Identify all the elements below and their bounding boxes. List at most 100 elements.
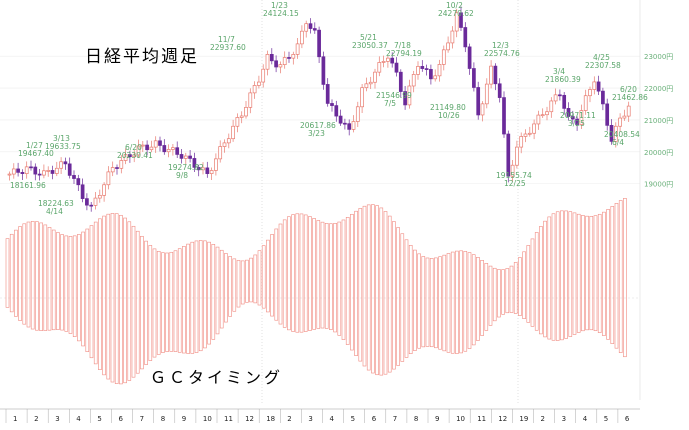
oscillator-bar [446,253,451,353]
oscillator-bar [194,240,199,353]
oscillator-bar [320,221,325,329]
x-tick-label: 18 [266,415,275,423]
candle [480,103,485,116]
candle [300,30,304,45]
candle [295,43,300,55]
oscillator-bar [219,249,224,329]
candle [592,81,597,90]
candle [519,136,524,148]
candle [338,115,343,124]
oscillator-bar [102,215,106,376]
oscillator-bar [127,221,132,381]
oscillator-bar [119,214,123,385]
oscillator-bar [22,223,27,325]
candle [115,167,119,169]
oscillator-bar [576,213,581,333]
oscillator-bar [501,269,505,315]
candle [562,94,567,109]
annotation-date: 5/21 [360,33,377,42]
candle [506,133,511,177]
x-tick-label: 12 [498,415,507,423]
candle [433,75,438,80]
candle [579,110,584,125]
candle [218,146,223,160]
candle [459,12,463,28]
candle [489,65,493,85]
x-tick-label: 9 [435,415,439,423]
candle [502,97,506,135]
oscillator-bar [140,235,144,370]
oscillator-bar [232,258,237,312]
oscillator-bar [610,206,615,344]
candle [188,155,192,159]
candle [80,184,85,199]
candle [274,60,278,68]
x-tick-label: 2 [541,415,545,423]
candle [403,91,407,106]
candle [463,27,468,48]
oscillator-bar [60,234,64,331]
oscillator-bar [555,211,560,341]
oscillator-bar [593,215,598,331]
oscillator-bar [287,216,291,331]
oscillator-bar [64,235,69,332]
candle [570,116,575,120]
candle [558,94,562,97]
candle [510,164,515,177]
oscillator-bar [161,252,165,353]
candle [145,144,149,151]
candle [493,65,498,85]
oscillator-bar [597,213,602,333]
oscillator-bar [396,227,400,366]
annotation-date: 7/18 [394,41,411,50]
candle [364,83,369,89]
candle [325,84,330,104]
candle [110,167,115,173]
oscillator-bar [18,226,22,321]
annotation-date: 1/23 [271,1,288,10]
oscillator-bar [190,241,195,354]
annotation-date: 6/20 [620,85,637,94]
candle [54,167,59,174]
annotation-date: 3/13 [53,134,70,143]
oscillator-bar [249,257,253,303]
candle [37,173,42,176]
oscillator-bar [324,223,329,329]
candle [476,87,481,116]
oscillator-bar [26,221,31,328]
oscillator-bar [450,251,455,354]
x-tick-label: 6 [119,415,124,423]
candle [321,56,326,85]
oscillator-bar [438,256,442,350]
candle [175,147,180,155]
candle [93,197,98,206]
oscillator-bar [35,221,39,331]
candle [158,140,162,146]
annotation-date: 3/4 [553,67,565,76]
oscillator-bar [362,205,367,367]
oscillator-bar [303,214,308,332]
candle [162,145,167,153]
oscillator-bar [350,213,354,351]
annotation-value: 22307.58 [585,61,621,70]
candle [450,30,455,44]
candle [106,171,111,186]
oscillator-bar [278,223,283,325]
candle [398,71,403,92]
oscillator-bar [530,238,535,327]
oscillator-bar [480,260,484,336]
annotation-value: 22794.19 [386,49,422,58]
x-tick-label: 4 [583,415,588,423]
x-tick-label: 5 [604,415,608,423]
candle [183,155,188,159]
candle [540,114,545,117]
oscillator-bar [207,241,211,345]
oscillator-bar [51,229,56,331]
candle [119,160,124,169]
annotation-value: 24124.15 [263,9,299,18]
annotation-value: 18224.63 [38,199,74,208]
oscillator-bar [89,225,94,359]
candle [601,90,605,105]
candle [46,170,51,172]
